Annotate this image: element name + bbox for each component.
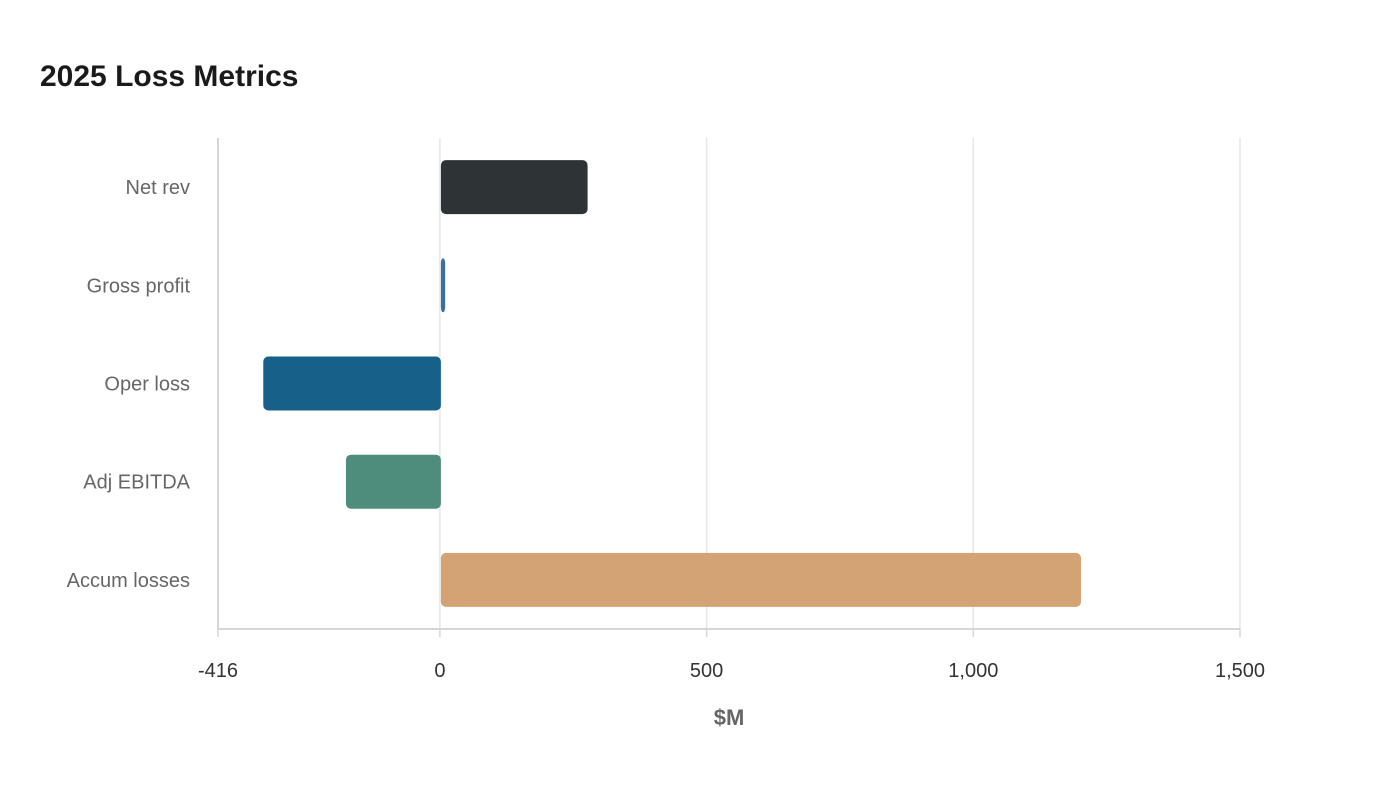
bar bbox=[263, 356, 441, 411]
axis-layer: -416 0 500 1,000 1,500 bbox=[198, 138, 1265, 682]
bars-layer bbox=[263, 160, 1081, 607]
x-tick-label: 500 bbox=[690, 660, 723, 682]
category-label: Adj EBITDA bbox=[83, 472, 190, 494]
bar bbox=[440, 258, 446, 313]
category-label: Oper loss bbox=[104, 374, 190, 396]
grid-layer bbox=[439, 138, 1241, 629]
bar bbox=[440, 552, 1081, 607]
x-tick-label: 1,000 bbox=[948, 660, 998, 682]
bar bbox=[345, 454, 441, 509]
category-label: Accum losses bbox=[67, 570, 190, 592]
chart-title: 2025 Loss Metrics bbox=[40, 60, 299, 93]
x-tick-label: 0 bbox=[434, 660, 445, 682]
category-label: Net rev bbox=[126, 177, 190, 199]
x-axis-title: $M bbox=[714, 705, 745, 730]
labels-layer: Net rev Gross profit Oper loss Adj EBITDA Ac… bbox=[67, 177, 191, 592]
x-tick-label: 1,500 bbox=[1215, 660, 1265, 682]
bar bbox=[440, 160, 588, 215]
category-label: Gross profit bbox=[87, 275, 191, 297]
x-tick-label: -416 bbox=[198, 660, 238, 682]
